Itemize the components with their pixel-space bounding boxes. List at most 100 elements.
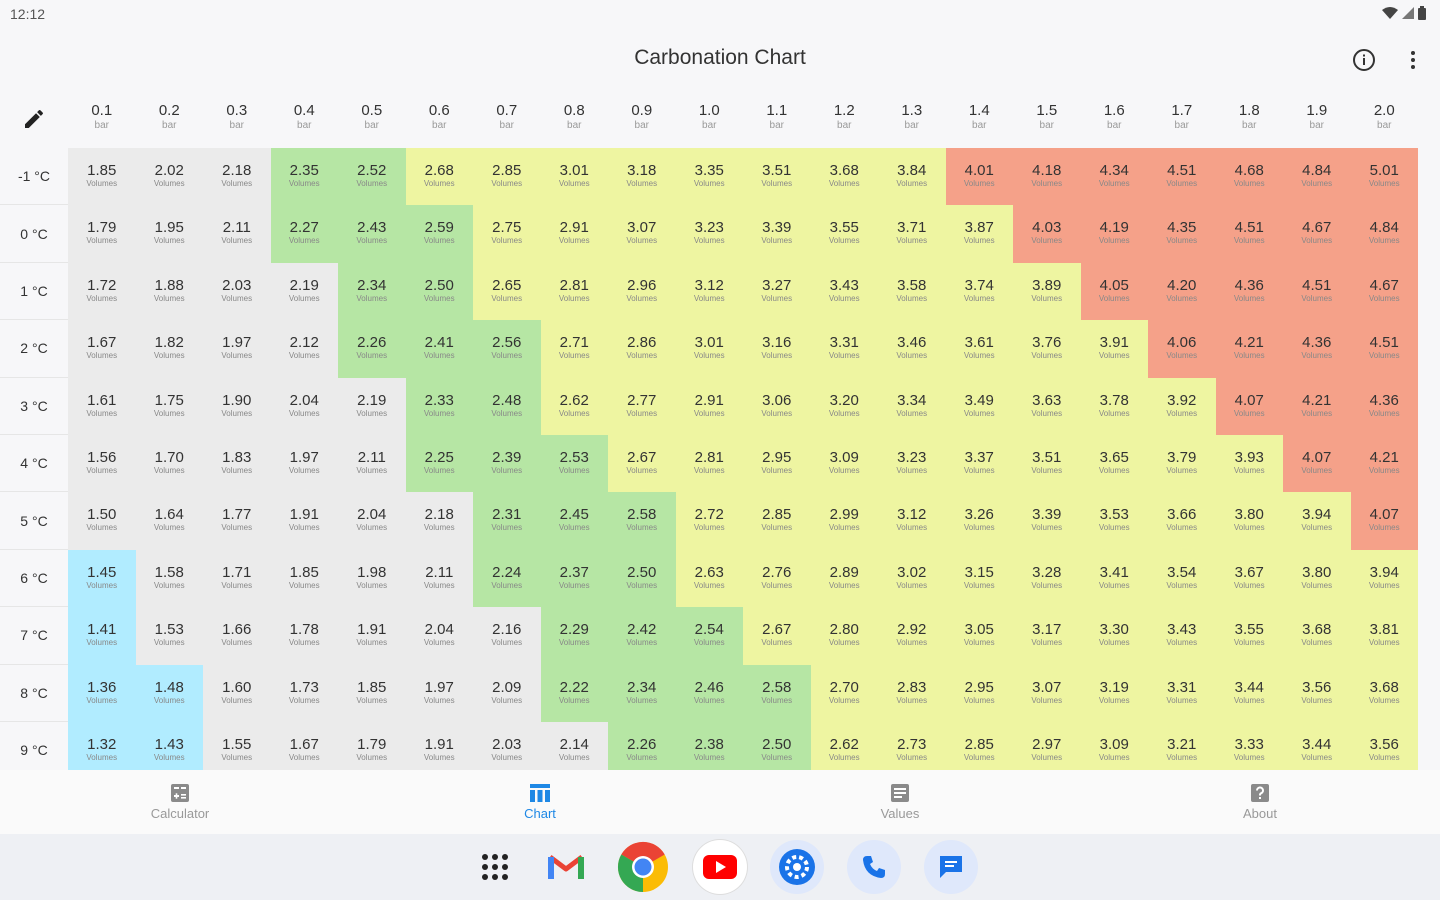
chart-cell[interactable]: 1.55 Volumes [203,722,271,770]
chart-cell[interactable]: 3.49 Volumes [945,377,1013,435]
chart-cell[interactable]: 3.81 Volumes [1350,607,1418,665]
chart-cell[interactable]: 4.51 Volumes [1283,262,1351,321]
chart-cell[interactable]: 2.26 Volumes [338,320,406,378]
chart-cell[interactable]: 3.07 Volumes [1013,664,1081,722]
chart-cell[interactable]: 2.80 Volumes [810,607,878,665]
chart-cell[interactable]: 3.43 Volumes [810,262,878,321]
chart-cell[interactable]: 3.58 Volumes [878,262,946,321]
chart-cell[interactable]: 1.71 Volumes [203,549,271,608]
chart-cell[interactable]: 4.84 Volumes [1350,205,1418,263]
chart-cell[interactable]: 2.27 Volumes [270,205,338,263]
chart-cell[interactable]: 1.41 Volumes [68,607,136,665]
chart-cell[interactable]: 2.70 Volumes [810,664,878,722]
chart-cell[interactable]: 1.97 Volumes [405,664,473,722]
chart-cell[interactable]: 1.73 Volumes [270,664,338,722]
chart-cell[interactable]: 2.67 Volumes [743,607,811,665]
chart-cell[interactable]: 5.01 Volumes [1350,148,1418,206]
chart-cell[interactable]: 1.79 Volumes [68,205,136,263]
chart-cell[interactable]: 1.95 Volumes [135,205,203,263]
chart-cell[interactable]: 1.97 Volumes [203,320,271,378]
chart-cell[interactable]: 2.91 Volumes [540,205,608,263]
chart-cell[interactable]: 3.07 Volumes [608,205,676,263]
chart-cell[interactable]: 3.78 Volumes [1080,377,1148,435]
chart-cell[interactable]: 3.43 Volumes [1148,607,1216,665]
chart-cell[interactable]: 2.29 Volumes [540,607,608,665]
chart-cell[interactable]: 2.73 Volumes [878,722,946,770]
chart-cell[interactable]: 1.97 Volumes [270,435,338,493]
chart-cell[interactable]: 3.37 Volumes [945,435,1013,493]
chart-cell[interactable]: 1.90 Volumes [203,377,271,435]
chart-cell[interactable]: 4.06 Volumes [1148,320,1216,378]
chart-cell[interactable]: 3.44 Volumes [1283,722,1351,770]
chart-cell[interactable]: 3.19 Volumes [1080,664,1148,722]
chart-cell[interactable]: 3.31 Volumes [810,320,878,378]
chart-cell[interactable]: 2.18 Volumes [405,492,473,550]
chart-cell[interactable]: 3.65 Volumes [1080,435,1148,493]
chart-cell[interactable]: 3.20 Volumes [810,377,878,435]
chart-cell[interactable]: 3.84 Volumes [878,148,946,206]
chart-cell[interactable]: 3.30 Volumes [1080,607,1148,665]
chart-cell[interactable]: 4.05 Volumes [1080,262,1148,321]
chart-cell[interactable]: 2.39 Volumes [473,435,541,493]
chart-cell[interactable]: 3.92 Volumes [1148,377,1216,435]
chart-cell[interactable]: 2.75 Volumes [473,205,541,263]
chart-cell[interactable]: 3.44 Volumes [1215,664,1283,722]
chart-cell[interactable]: 2.34 Volumes [338,262,406,321]
chart-cell[interactable]: 2.81 Volumes [675,435,743,493]
chart-cell[interactable]: 3.09 Volumes [1080,722,1148,770]
chart-cell[interactable]: 3.17 Volumes [1013,607,1081,665]
chart-cell[interactable]: 2.58 Volumes [743,664,811,722]
chart-cell[interactable]: 2.86 Volumes [608,320,676,378]
chart-cell[interactable]: 1.79 Volumes [338,722,406,770]
youtube-app[interactable] [693,840,747,894]
chart-cell[interactable]: 3.94 Volumes [1283,492,1351,550]
chart-cell[interactable]: 1.66 Volumes [203,607,271,665]
chart-cell[interactable]: 2.25 Volumes [405,435,473,493]
chart-cell[interactable]: 4.21 Volumes [1350,435,1418,493]
chart-cell[interactable]: 3.39 Volumes [743,205,811,263]
chart-cell[interactable]: 2.95 Volumes [743,435,811,493]
chart-cell[interactable]: 3.61 Volumes [945,320,1013,378]
chart-cell[interactable]: 3.21 Volumes [1148,722,1216,770]
chart-cell[interactable]: 2.19 Volumes [338,377,406,435]
chart-cell[interactable]: 3.51 Volumes [1013,435,1081,493]
chart-cell[interactable]: 4.51 Volumes [1215,205,1283,263]
chart-cell[interactable]: 2.59 Volumes [405,205,473,263]
chart-cell[interactable]: 3.80 Volumes [1215,492,1283,550]
chart-cell[interactable]: 2.63 Volumes [675,549,743,608]
chart-cell[interactable]: 2.09 Volumes [473,664,541,722]
chart-cell[interactable]: 3.23 Volumes [675,205,743,263]
chart-cell[interactable]: 2.76 Volumes [743,549,811,608]
chart-cell[interactable]: 4.18 Volumes [1013,148,1081,206]
chart-cell[interactable]: 2.14 Volumes [540,722,608,770]
chart-cell[interactable]: 2.81 Volumes [540,262,608,321]
chart-cell[interactable]: 3.74 Volumes [945,262,1013,321]
chart-cell[interactable]: 2.22 Volumes [540,664,608,722]
chart-cell[interactable]: 1.32 Volumes [68,722,136,770]
chart-cell[interactable]: 2.91 Volumes [675,377,743,435]
chart-cell[interactable]: 1.78 Volumes [270,607,338,665]
chart-cell[interactable]: 2.50 Volumes [608,549,676,608]
chart-cell[interactable]: 4.20 Volumes [1148,262,1216,321]
chart-cell[interactable]: 1.64 Volumes [135,492,203,550]
chart-cell[interactable]: 2.33 Volumes [405,377,473,435]
chart-cell[interactable]: 2.45 Volumes [540,492,608,550]
chart-cell[interactable]: 2.16 Volumes [473,607,541,665]
chart-cell[interactable]: 2.43 Volumes [338,205,406,263]
chart-cell[interactable]: 1.75 Volumes [135,377,203,435]
chart-cell[interactable]: 3.39 Volumes [1013,492,1081,550]
chart-cell[interactable]: 3.89 Volumes [1013,262,1081,321]
chart-cell[interactable]: 2.24 Volumes [473,549,541,608]
chart-cell[interactable]: 2.85 Volumes [743,492,811,550]
chart-cell[interactable]: 4.36 Volumes [1350,377,1418,435]
chart-cell[interactable]: 1.36 Volumes [68,664,136,722]
chart-cell[interactable]: 3.93 Volumes [1215,435,1283,493]
chart-cell[interactable]: 1.67 Volumes [270,722,338,770]
chart-cell[interactable]: 3.80 Volumes [1283,549,1351,608]
chart-cell[interactable]: 2.11 Volumes [203,205,271,263]
chart-cell[interactable]: 2.34 Volumes [608,664,676,722]
chart-cell[interactable]: 3.01 Volumes [540,148,608,206]
chart-cell[interactable]: 1.91 Volumes [405,722,473,770]
chart-cell[interactable]: 3.87 Volumes [945,205,1013,263]
info-button[interactable] [1350,46,1378,74]
